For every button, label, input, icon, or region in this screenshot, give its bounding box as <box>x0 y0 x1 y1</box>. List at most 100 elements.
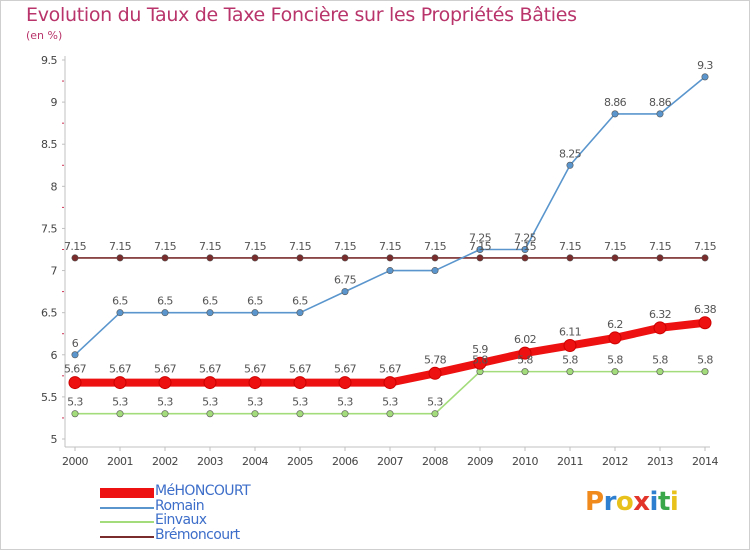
data-point-einvaux <box>116 410 124 418</box>
data-point-bremoncourt <box>431 254 439 262</box>
data-label-einvaux: 5.3 <box>427 396 443 409</box>
data-label-einvaux: 5.8 <box>697 354 713 367</box>
data-label-bremoncourt: 7.15 <box>604 240 627 253</box>
data-label-bremoncourt: 7.15 <box>649 240 672 253</box>
data-point-romain <box>611 110 619 118</box>
data-point-mehoncourt <box>608 331 622 345</box>
legend-label: MéHONCOURT <box>155 483 251 499</box>
data-point-romain <box>701 73 709 81</box>
data-label-romain: 7.25 <box>469 232 492 245</box>
y-tick-label: 6.5 <box>41 307 57 320</box>
data-label-bremoncourt: 7.15 <box>334 240 357 253</box>
data-label-mehoncourt: 5.67 <box>199 363 222 376</box>
y-tick-label: 5.5 <box>41 391 57 404</box>
data-point-bremoncourt <box>116 254 124 262</box>
data-label-mehoncourt: 6.38 <box>694 303 717 316</box>
data-label-bremoncourt: 7.15 <box>469 240 492 253</box>
data-point-bremoncourt <box>611 254 619 262</box>
data-point-bremoncourt <box>341 254 349 262</box>
y-tick-label: 9 <box>51 96 58 109</box>
data-point-mehoncourt <box>563 339 577 353</box>
data-point-bremoncourt <box>476 254 484 262</box>
data-label-mehoncourt: 5.67 <box>244 363 267 376</box>
data-label-bremoncourt: 7.15 <box>64 240 87 253</box>
data-point-einvaux <box>206 410 214 418</box>
data-point-mehoncourt <box>158 376 172 390</box>
data-point-bremoncourt <box>251 254 259 262</box>
legend-label: Brémoncourt <box>155 526 240 543</box>
data-point-romain <box>656 110 664 118</box>
data-label-bremoncourt: 7.15 <box>379 240 402 253</box>
data-label-bremoncourt: 7.15 <box>244 240 267 253</box>
data-point-bremoncourt <box>656 254 664 262</box>
data-point-bremoncourt <box>296 254 304 262</box>
x-tick-label: 2013 <box>647 455 673 468</box>
y-tick-label: 8 <box>51 180 58 193</box>
data-point-mehoncourt <box>428 366 442 380</box>
data-label-einvaux: 5.3 <box>247 396 263 409</box>
data-point-mehoncourt <box>383 376 397 390</box>
data-label-einvaux: 5.8 <box>652 354 668 367</box>
data-label-romain: 6.5 <box>292 295 308 308</box>
x-tick-label: 2012 <box>602 455 628 468</box>
y-tick-label: 6 <box>51 349 58 362</box>
data-label-mehoncourt: 5.67 <box>64 363 87 376</box>
data-point-einvaux <box>431 410 439 418</box>
data-label-einvaux: 5.8 <box>562 354 578 367</box>
data-point-romain <box>386 267 394 275</box>
data-label-romain: 8.25 <box>559 147 582 160</box>
data-point-mehoncourt <box>113 376 127 390</box>
data-point-bremoncourt <box>71 254 79 262</box>
y-tick-label: 7.5 <box>41 222 57 235</box>
legend-swatch <box>100 488 154 498</box>
proxiti-logo: Proxiti <box>585 487 679 517</box>
chart-title: Evolution du Taux de Taxe Foncière sur l… <box>26 4 577 26</box>
series-line-romain <box>74 76 706 356</box>
x-tick-label: 2003 <box>197 455 223 468</box>
data-label-einvaux: 5.3 <box>157 396 173 409</box>
x-tick-label: 2001 <box>107 455 133 468</box>
data-point-einvaux <box>611 368 619 376</box>
data-label-bremoncourt: 7.15 <box>199 240 222 253</box>
data-label-bremoncourt: 7.15 <box>559 240 582 253</box>
data-label-romain: 6.5 <box>247 295 263 308</box>
data-point-romain <box>251 309 259 317</box>
data-label-bremoncourt: 7.15 <box>424 240 447 253</box>
data-label-einvaux: 5.8 <box>517 354 533 367</box>
data-label-mehoncourt: 5.67 <box>379 363 402 376</box>
y-tick-label: 9.5 <box>41 54 57 67</box>
data-point-einvaux <box>386 410 394 418</box>
data-label-mehoncourt: 5.78 <box>424 353 447 366</box>
x-tick-label: 2002 <box>152 455 178 468</box>
data-label-romain: 7.25 <box>514 232 537 245</box>
data-point-romain <box>161 309 169 317</box>
data-label-romain: 6.5 <box>157 295 173 308</box>
data-label-mehoncourt: 5.67 <box>154 363 177 376</box>
legend-swatch <box>100 521 154 523</box>
data-point-mehoncourt <box>653 321 667 335</box>
data-point-romain <box>431 267 439 275</box>
logo-letter: t <box>657 487 670 517</box>
data-label-mehoncourt: 5.67 <box>289 363 312 376</box>
x-tick-label: 2006 <box>332 455 358 468</box>
logo-letter: x <box>633 487 650 517</box>
data-label-einvaux: 5.8 <box>472 354 488 367</box>
data-label-mehoncourt: 5.67 <box>109 363 132 376</box>
data-label-bremoncourt: 7.15 <box>694 240 717 253</box>
legend-label: Romain <box>155 497 205 514</box>
data-point-romain <box>71 351 79 359</box>
data-point-bremoncourt <box>701 254 709 262</box>
data-label-romain: 9.3 <box>697 59 713 72</box>
logo-letter: i <box>669 487 679 517</box>
data-label-bremoncourt: 7.15 <box>154 240 177 253</box>
data-label-mehoncourt: 6.2 <box>607 318 623 331</box>
x-tick-label: 2000 <box>62 455 88 468</box>
data-point-einvaux <box>341 410 349 418</box>
data-point-einvaux <box>701 368 709 376</box>
x-tick-label: 2011 <box>557 455 583 468</box>
data-point-einvaux <box>656 368 664 376</box>
x-tick-label: 2014 <box>692 455 718 468</box>
data-point-romain <box>476 246 484 254</box>
